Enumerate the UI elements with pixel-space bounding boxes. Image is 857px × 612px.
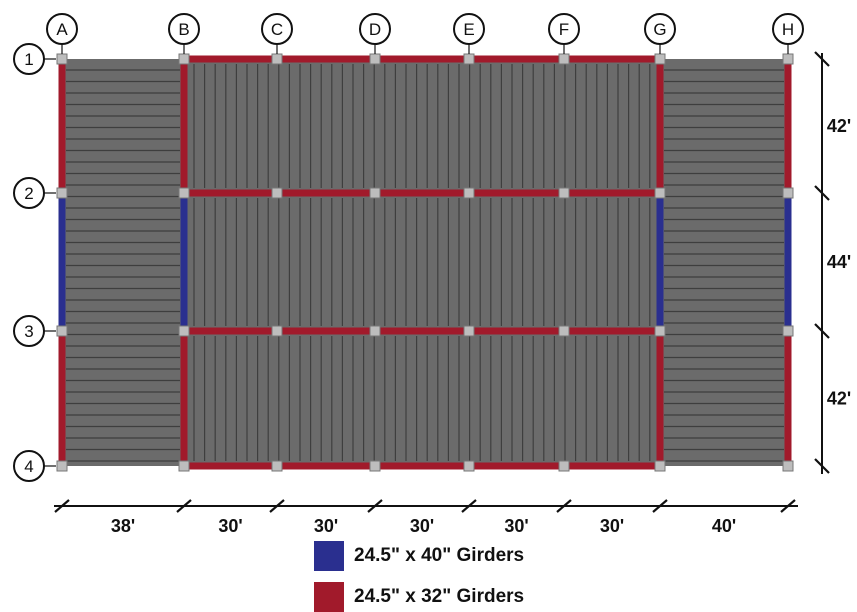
dimension-label-vertical: 42' bbox=[827, 116, 851, 136]
legend-label-red: 24.5" x 32" Girders bbox=[354, 586, 525, 607]
dimension-vertical: 42' 44' 42' bbox=[814, 51, 851, 474]
grid-label-column: C bbox=[271, 20, 283, 39]
grid-label-column: E bbox=[463, 20, 474, 39]
column-marker bbox=[271, 325, 283, 337]
grid-bubble-column bbox=[453, 13, 485, 45]
dimension-label-vertical: 44' bbox=[827, 252, 851, 272]
column-marker bbox=[178, 460, 190, 472]
dimension-tick bbox=[556, 499, 572, 513]
grid-bubble-column bbox=[359, 13, 391, 45]
dimension-tick bbox=[814, 51, 830, 67]
column-marker bbox=[782, 325, 794, 337]
dimension-label-horizontal: 30' bbox=[410, 516, 434, 536]
columns-group bbox=[56, 53, 794, 472]
column-marker bbox=[369, 187, 381, 199]
dimension-horizontal: 38' 30' 30' 30' 30' 30' 40' bbox=[54, 499, 798, 536]
dimension-label-horizontal: 38' bbox=[111, 516, 135, 536]
column-marker bbox=[782, 460, 794, 472]
dimension-label-vertical: 42' bbox=[827, 389, 851, 409]
column-marker bbox=[463, 460, 475, 472]
grid-label-column: B bbox=[178, 20, 189, 39]
deck-bay-a-b bbox=[62, 59, 184, 466]
dimension-tick bbox=[269, 499, 285, 513]
grid-bubble-column bbox=[644, 13, 676, 45]
column-marker bbox=[178, 53, 190, 65]
column-marker bbox=[558, 460, 570, 472]
deck-group bbox=[62, 59, 788, 466]
legend-label-blue: 24.5" x 40" Girders bbox=[354, 545, 525, 566]
column-marker bbox=[654, 460, 666, 472]
column-marker bbox=[558, 53, 570, 65]
dimension-tick bbox=[54, 499, 70, 513]
legend-item-blue-girders: 24.5" x 40" Girders bbox=[314, 541, 524, 571]
grid-bubble-row bbox=[13, 315, 45, 347]
dimension-label-horizontal: 30' bbox=[600, 516, 624, 536]
column-marker bbox=[178, 187, 190, 199]
column-marker bbox=[463, 325, 475, 337]
grid-label-column: H bbox=[782, 20, 794, 39]
grid-label-column: G bbox=[653, 20, 666, 39]
column-marker bbox=[558, 325, 570, 337]
dimension-tick bbox=[652, 499, 668, 513]
column-marker bbox=[463, 187, 475, 199]
dimension-label-horizontal: 30' bbox=[218, 516, 242, 536]
girders-group bbox=[58, 55, 792, 470]
column-marker bbox=[271, 187, 283, 199]
dimension-tick bbox=[780, 499, 796, 513]
grid-bubble-column bbox=[168, 13, 200, 45]
column-marker bbox=[558, 187, 570, 199]
legend-swatch-blue bbox=[314, 541, 344, 571]
grid-bubble-column bbox=[772, 13, 804, 45]
column-marker bbox=[178, 325, 190, 337]
column-marker bbox=[56, 53, 68, 65]
grid-bubble-column bbox=[261, 13, 293, 45]
grid-bubble-column bbox=[548, 13, 580, 45]
column-marker bbox=[463, 53, 475, 65]
legend-swatch-red bbox=[314, 582, 344, 612]
grid-label-column: D bbox=[369, 20, 381, 39]
deck-bay-g-h bbox=[660, 59, 788, 466]
column-marker bbox=[271, 53, 283, 65]
grid-label-column: A bbox=[56, 20, 68, 39]
column-marker bbox=[56, 187, 68, 199]
dimension-tick bbox=[367, 499, 383, 513]
grid-bubble-row bbox=[13, 450, 45, 482]
grid-label-row: 2 bbox=[24, 184, 33, 203]
dimension-tick bbox=[176, 499, 192, 513]
dimension-tick bbox=[814, 458, 830, 474]
column-marker bbox=[271, 460, 283, 472]
grid-bubbles: A B C D E F G H 1 2 3 4 bbox=[13, 13, 804, 482]
column-marker bbox=[654, 187, 666, 199]
grid-label-column: F bbox=[559, 20, 569, 39]
column-marker bbox=[782, 187, 794, 199]
dimension-label-horizontal: 30' bbox=[504, 516, 528, 536]
grid-label-row: 3 bbox=[24, 322, 33, 341]
column-marker bbox=[369, 460, 381, 472]
column-marker bbox=[369, 53, 381, 65]
column-marker bbox=[782, 53, 794, 65]
grid-label-row: 1 bbox=[24, 50, 33, 69]
grid-bubble-row bbox=[13, 43, 45, 75]
deck-bay-b-g bbox=[184, 59, 660, 466]
column-marker bbox=[56, 325, 68, 337]
grid-label-row: 4 bbox=[24, 457, 33, 476]
dimension-label-horizontal: 30' bbox=[314, 516, 338, 536]
column-marker bbox=[654, 325, 666, 337]
column-marker bbox=[369, 325, 381, 337]
dimension-tick bbox=[814, 323, 830, 339]
grid-bubble-column bbox=[46, 13, 78, 45]
dimension-tick bbox=[814, 185, 830, 201]
legend-item-red-girders: 24.5" x 32" Girders bbox=[314, 582, 524, 612]
column-marker bbox=[56, 460, 68, 472]
column-marker bbox=[654, 53, 666, 65]
dimension-tick bbox=[461, 499, 477, 513]
grid-bubble-row bbox=[13, 177, 45, 209]
dimension-label-horizontal: 40' bbox=[712, 516, 736, 536]
